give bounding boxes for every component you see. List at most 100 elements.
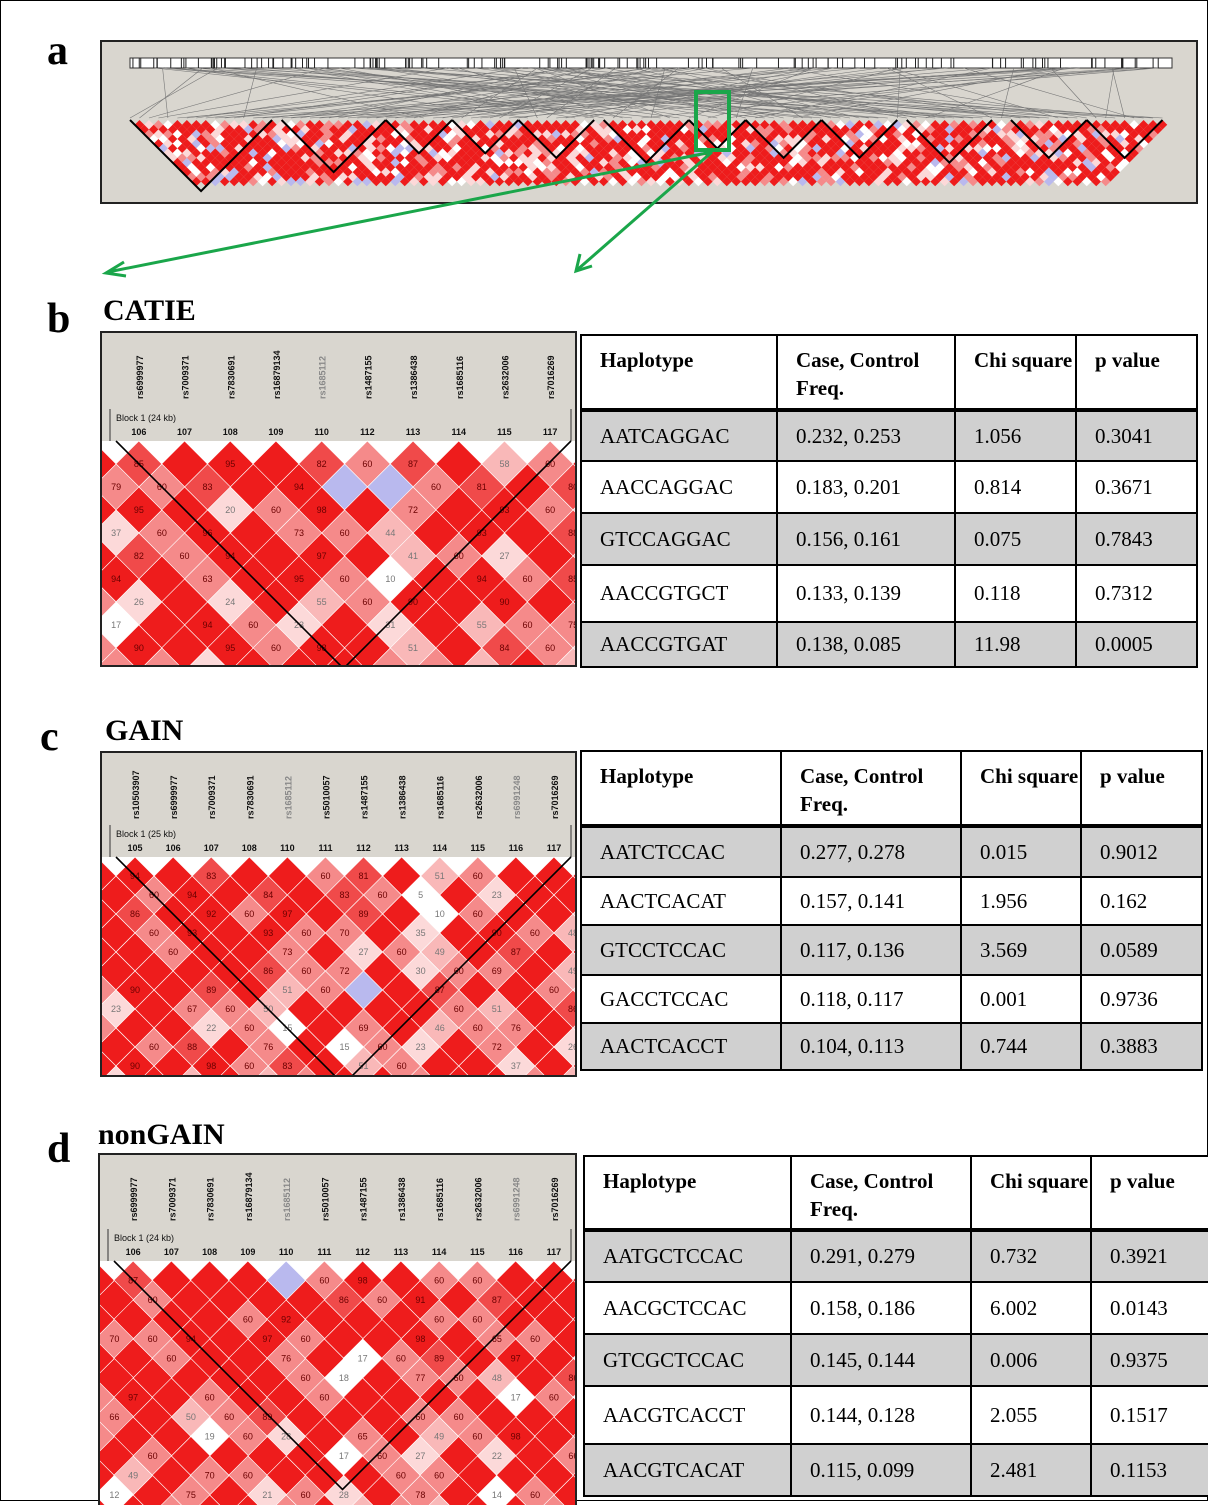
ld-value: 98: [358, 1276, 368, 1286]
header-haplotype: Haplotype: [581, 335, 777, 410]
ld-value: 83: [203, 482, 213, 492]
cell-pvalue: 0.7312: [1076, 565, 1197, 622]
cell-freq: 0.104, 0.113: [781, 1023, 961, 1070]
marker-number: 116: [508, 1247, 523, 1257]
cell-freq: 0.291, 0.279: [791, 1230, 971, 1282]
marker-number: 106: [166, 843, 181, 853]
ld-value: 18: [339, 1373, 349, 1383]
marker-number: 115: [497, 427, 512, 437]
ld-value: 84: [263, 890, 273, 900]
ld-value: 60: [472, 1432, 482, 1442]
marker-number: 111: [318, 843, 332, 853]
snp-connector: [139, 68, 202, 118]
ld-value: 60: [244, 1061, 254, 1071]
ld-value: 51: [435, 871, 445, 881]
cell-haplotype: AATGCTCCAC: [584, 1230, 791, 1282]
ld-value: 89: [206, 985, 216, 995]
cell-pvalue: 0.0589: [1081, 925, 1202, 975]
cell-chi: 3.569: [961, 925, 1081, 975]
snp-label: rs1685112: [283, 776, 293, 819]
ld-value: 46: [435, 1023, 445, 1033]
ld-value: 27: [415, 1451, 425, 1461]
cell-pvalue: 0.3671: [1076, 461, 1197, 513]
ld-value: 60: [377, 1295, 387, 1305]
snp-label: rs1386438: [398, 775, 408, 819]
snp-label: rs7830691: [245, 775, 255, 819]
marker-number: 109: [268, 427, 283, 437]
ld-value: 20: [225, 505, 235, 515]
ld-value: 81: [359, 871, 369, 881]
ld-value: 97: [511, 1354, 521, 1364]
ld-value: 58: [499, 459, 509, 469]
ld-value: 60: [530, 928, 540, 938]
cell-freq: 0.156, 0.161: [777, 513, 955, 565]
ld-value: 72: [339, 966, 349, 976]
ld-value: 60: [243, 1432, 253, 1442]
snp-label: rs1487155: [359, 1177, 369, 1221]
marker-number: 108: [202, 1247, 217, 1257]
ld-value: 66: [568, 1451, 577, 1461]
cell-haplotype: AACCAGGAC: [581, 461, 777, 513]
ld-value: 60: [472, 1276, 482, 1286]
ld-value: 60: [340, 528, 350, 538]
ld-value: 94: [477, 574, 487, 584]
cell-freq: 0.277, 0.278: [781, 826, 961, 877]
ld-value: 95: [294, 574, 304, 584]
ld-value: 17: [358, 1354, 368, 1364]
ld-value: 49: [568, 966, 577, 976]
ld-value: 98: [206, 1061, 216, 1071]
cell-pvalue: 0.3041: [1076, 410, 1197, 461]
ld-value: 49: [128, 1471, 138, 1481]
ld-value: 60: [522, 620, 532, 630]
cell-haplotype: AACGCTCCAC: [584, 1282, 791, 1334]
ld-value: 22: [206, 1023, 216, 1033]
ld-value: 70: [339, 928, 349, 938]
ld-value: 60: [168, 947, 178, 957]
ld-value: 60: [549, 985, 559, 995]
cell-haplotype: AACTCACAT: [581, 877, 781, 925]
cell-haplotype: AACCGTGAT: [581, 622, 777, 667]
cell-chi: 0.118: [955, 565, 1076, 622]
ld-value: 60: [340, 574, 350, 584]
ld-value: 69: [492, 966, 502, 976]
ld-value: 60: [271, 505, 281, 515]
marker-number: 111: [317, 1247, 331, 1257]
cell-haplotype: GTCCAGGAC: [581, 513, 777, 565]
ld-value: 72: [408, 505, 418, 515]
cell-haplotype: GTCGCTCCAC: [584, 1334, 791, 1386]
snp-label: rs7016269: [550, 775, 560, 819]
ld-value: 48: [568, 928, 577, 938]
snp-label: rs6999977: [169, 775, 179, 819]
ld-value: 60: [434, 1471, 444, 1481]
ld-value: 60: [301, 928, 311, 938]
ld-value: 28: [339, 1490, 349, 1500]
ld-value: 87: [435, 985, 445, 995]
ld-value: 60: [530, 1490, 540, 1500]
marker-number: 112: [360, 427, 375, 437]
marker-number: 112: [356, 843, 371, 853]
ld-value: 60: [320, 985, 330, 995]
header-chi: Chi square: [955, 335, 1076, 410]
cell-chi: 0.732: [971, 1230, 1091, 1282]
ld-value: 15: [339, 1042, 349, 1052]
snp-label: rs16879134: [244, 1172, 254, 1221]
ld-value: 89: [359, 909, 369, 919]
cell-pvalue: 0.9012: [1081, 826, 1202, 877]
ld-value: 62: [111, 666, 121, 667]
ld-value: 60: [244, 909, 254, 919]
cell-haplotype: AACCGTGCT: [581, 565, 777, 622]
ld-value: 60: [148, 1334, 158, 1344]
cell-haplotype: GACCTCCAC: [581, 975, 781, 1023]
ld-value: 60: [434, 1315, 444, 1325]
ld-value: 26: [568, 1042, 577, 1052]
overview-ld-svg: [102, 42, 1198, 204]
cohort-title-catie: CATIE: [103, 296, 196, 326]
ld-value: 10: [435, 909, 445, 919]
ld-value: 5: [418, 890, 423, 900]
